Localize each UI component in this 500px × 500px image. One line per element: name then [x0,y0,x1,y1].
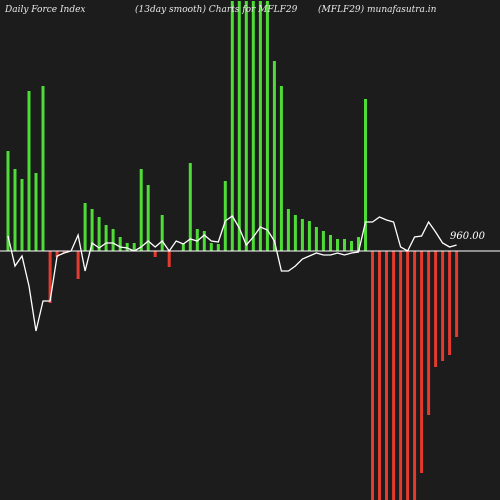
force-bar [378,251,381,500]
bars-layer [6,1,459,500]
force-bar [258,1,262,251]
force-bar [125,243,129,251]
force-bar [223,181,227,251]
force-bar [160,215,164,251]
force-bar [153,251,157,257]
force-bar [307,221,311,251]
level-label: 960.00 [450,231,486,242]
force-bar [118,237,122,251]
force-bar [314,227,318,251]
force-bar [209,243,213,251]
force-bar [385,251,388,500]
force-bar [300,219,304,251]
force-bar [357,237,360,251]
force-bar [244,1,248,251]
force-index-line [7,215,457,332]
force-bar [55,251,59,257]
force-bar [27,91,31,251]
force-bar [272,61,276,251]
force-bar [251,1,255,251]
force-bar [364,99,367,251]
force-bar [90,209,94,251]
force-bar [343,239,346,251]
force-bar [279,86,283,251]
force-bar [132,243,136,251]
force-bar [406,251,410,500]
force-bar [83,203,87,251]
force-bar [97,217,101,251]
force-bar [293,215,297,251]
force-bar [48,251,52,303]
header-right: (MFLF29) munafasutra.in [318,4,437,15]
force-bar [336,239,339,251]
force-bar [188,163,192,251]
force-bar [167,251,171,267]
force-bar [6,151,10,251]
force-bar [329,235,332,251]
force-bar [237,1,241,251]
force-bar [41,86,45,251]
force-bar [321,231,325,251]
force-bar [111,229,115,251]
force-bar [230,1,234,251]
header-center: (13day smooth) Charts for MFLF29 [135,4,298,15]
force-bar [399,251,403,500]
force-bar [202,231,206,251]
force-bar [434,251,438,367]
force-bar [455,251,459,337]
force-bar [34,173,38,251]
force-bar [195,229,199,251]
force-bar [371,251,374,500]
force-bar [413,251,417,500]
force-bar [62,251,66,253]
force-bar [146,185,150,251]
force-bar [13,169,17,251]
force-bar [216,244,220,251]
force-bar [420,251,424,473]
force-bar [350,241,353,251]
force-bar [139,169,143,251]
force-bar [20,179,24,251]
force-bar [76,251,80,279]
force-bar [448,251,452,355]
force-bar [441,251,445,361]
force-bar [392,251,396,500]
force-bar [427,251,431,415]
header-left: Daily Force Index [4,5,86,15]
force-bar [104,225,108,251]
force-bar [181,244,185,251]
force-bar [286,209,290,251]
force-bar [265,1,269,251]
